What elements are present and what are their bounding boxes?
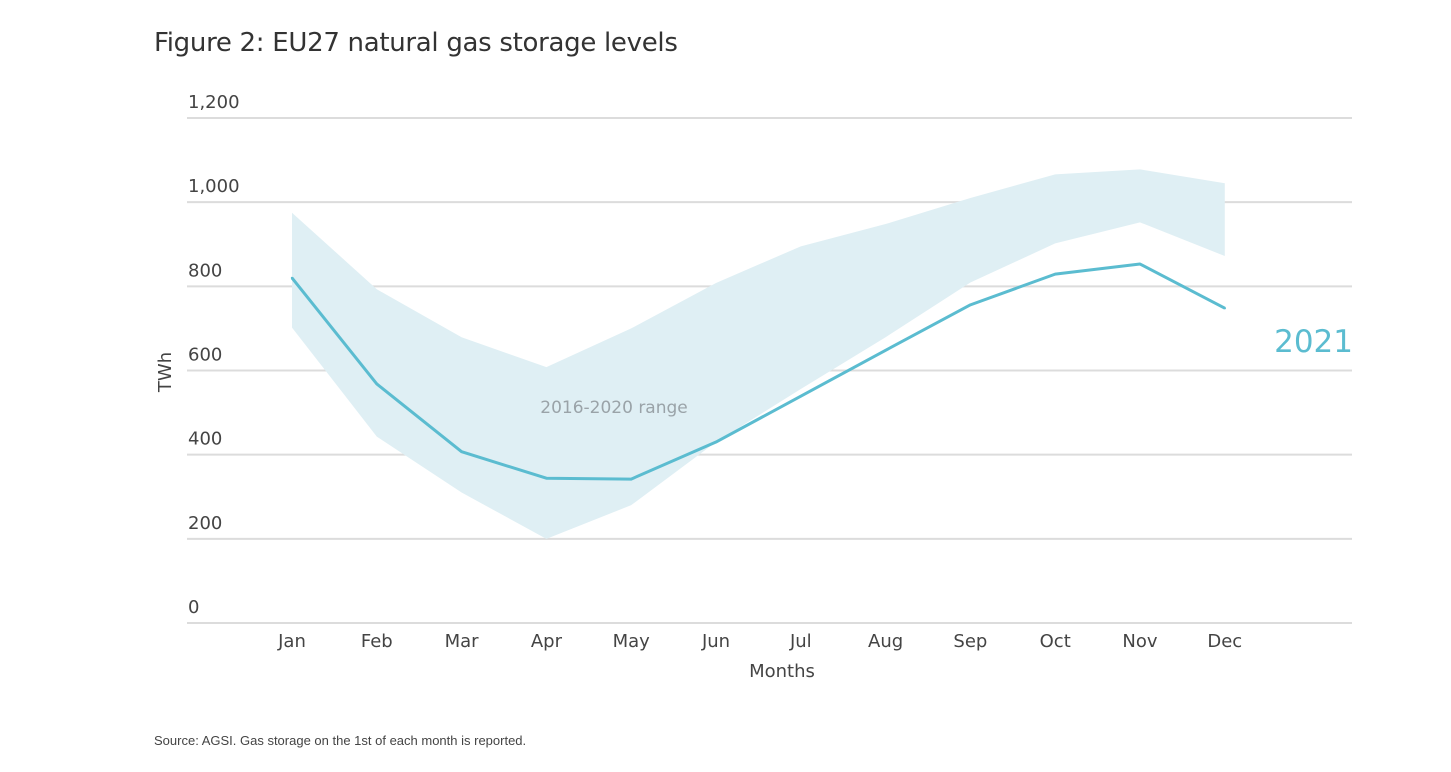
series-line-layer [290, 262, 1227, 481]
source-note: Source: AGSI. Gas storage on the 1st of … [154, 733, 527, 748]
x-tick-label: Feb [361, 631, 393, 652]
x-tick-label: Oct [1040, 631, 1071, 652]
x-tick-label: Aug [868, 631, 903, 652]
data-point-jan [290, 276, 294, 280]
x-tick-label: Jul [789, 631, 812, 652]
x-tick-label: Jun [701, 631, 730, 652]
y-tick-label: 200 [188, 513, 222, 534]
y-axis-ticks: 0 200 400 600 800 1,000 1,200 [188, 92, 240, 618]
y-tick-label: 600 [188, 345, 222, 366]
series-line-2021 [290, 262, 1226, 481]
data-point-jun [714, 440, 718, 444]
y-tick-label: 1,000 [188, 176, 240, 197]
data-point-sep [969, 303, 972, 307]
y-tick-label: 800 [188, 260, 222, 281]
y-tick-label: 1,200 [188, 92, 240, 113]
x-tick-label: Jan [277, 631, 306, 652]
data-point-dec [1223, 307, 1227, 310]
data-point-feb [375, 382, 378, 386]
x-tick-label: Sep [953, 631, 987, 652]
x-tick-label: Apr [531, 631, 563, 652]
data-point-apr [545, 477, 548, 480]
data-point-nov [1138, 262, 1142, 266]
range-band-layer [292, 169, 1225, 539]
data-point-oct [1054, 272, 1057, 276]
y-tick-label: 400 [188, 429, 222, 450]
range-band-label: 2016-2020 range [540, 398, 688, 418]
series-label-2021: 2021 [1274, 324, 1353, 360]
x-tick-label: Dec [1207, 631, 1242, 652]
y-tick-label: 0 [188, 597, 199, 618]
x-tick-label: Nov [1122, 631, 1157, 652]
y-axis-label: TWh [155, 352, 176, 393]
range-band-area [292, 169, 1225, 539]
x-tick-label: Mar [445, 631, 480, 652]
data-point-aug [884, 349, 887, 352]
chart-title: Figure 2: EU27 natural gas storage level… [154, 28, 678, 58]
x-axis-ticks: Jan Feb Mar Apr May Jun Jul Aug Sep Oct Nov Dec [277, 631, 1242, 652]
x-axis-label: Months [749, 661, 815, 682]
data-point-mar [460, 450, 463, 453]
data-point-may [630, 477, 633, 481]
data-point-jul [799, 394, 802, 398]
x-tick-label: May [613, 631, 651, 652]
